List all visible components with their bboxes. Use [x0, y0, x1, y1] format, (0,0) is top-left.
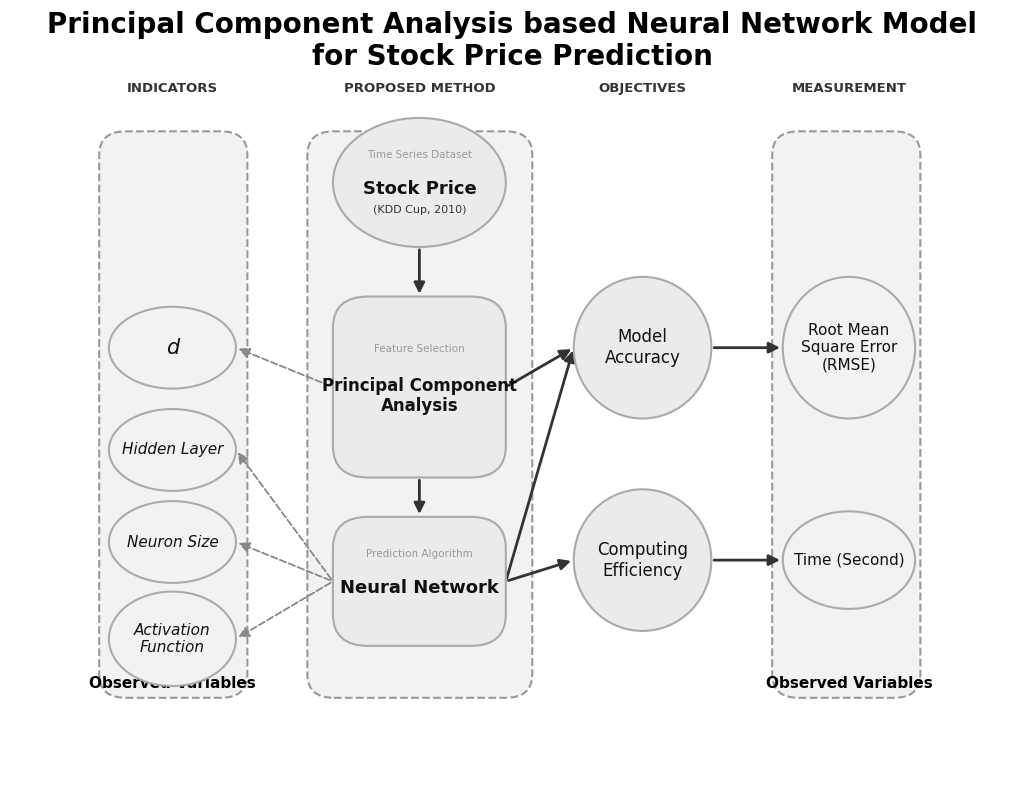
Text: Neuron Size: Neuron Size	[127, 534, 218, 549]
Ellipse shape	[782, 277, 915, 418]
Text: Computing
Efficiency: Computing Efficiency	[597, 541, 688, 580]
Text: Time (Second): Time (Second)	[794, 553, 904, 568]
Text: Activation
Function: Activation Function	[134, 622, 211, 655]
Text: Principal Component
Analysis: Principal Component Analysis	[322, 377, 517, 416]
Ellipse shape	[782, 511, 915, 609]
FancyBboxPatch shape	[99, 131, 248, 698]
Text: (KDD Cup, 2010): (KDD Cup, 2010)	[373, 204, 466, 215]
FancyBboxPatch shape	[772, 131, 921, 698]
Text: Observed Variables: Observed Variables	[766, 676, 932, 691]
Ellipse shape	[333, 118, 506, 247]
Text: Hidden Layer: Hidden Layer	[122, 443, 223, 457]
Text: Observed Variables: Observed Variables	[89, 676, 256, 691]
Text: Neural Network: Neural Network	[340, 579, 499, 597]
Text: Model
Accuracy: Model Accuracy	[604, 328, 681, 367]
Text: MEASUREMENT: MEASUREMENT	[792, 82, 906, 95]
Text: Principal Component Analysis based Neural Network Model
for Stock Price Predicti: Principal Component Analysis based Neura…	[47, 10, 977, 71]
Text: Root Mean
Square Error
(RMSE): Root Mean Square Error (RMSE)	[801, 323, 897, 373]
FancyBboxPatch shape	[333, 517, 506, 646]
Text: Feature Selection: Feature Selection	[374, 344, 465, 354]
Ellipse shape	[573, 277, 712, 418]
FancyBboxPatch shape	[307, 131, 532, 698]
Text: Prediction Algorithm: Prediction Algorithm	[366, 549, 473, 559]
Ellipse shape	[109, 307, 236, 389]
Text: INDICATORS: INDICATORS	[127, 82, 218, 95]
Ellipse shape	[109, 591, 236, 686]
Text: Stock Price: Stock Price	[362, 180, 476, 198]
Text: OBJECTIVES: OBJECTIVES	[599, 82, 686, 95]
Ellipse shape	[109, 409, 236, 491]
Text: d: d	[166, 338, 179, 358]
Text: PROPOSED METHOD: PROPOSED METHOD	[343, 82, 496, 95]
Ellipse shape	[573, 489, 712, 631]
Ellipse shape	[109, 501, 236, 583]
Text: Time Series Dataset: Time Series Dataset	[367, 150, 472, 161]
FancyBboxPatch shape	[333, 297, 506, 478]
